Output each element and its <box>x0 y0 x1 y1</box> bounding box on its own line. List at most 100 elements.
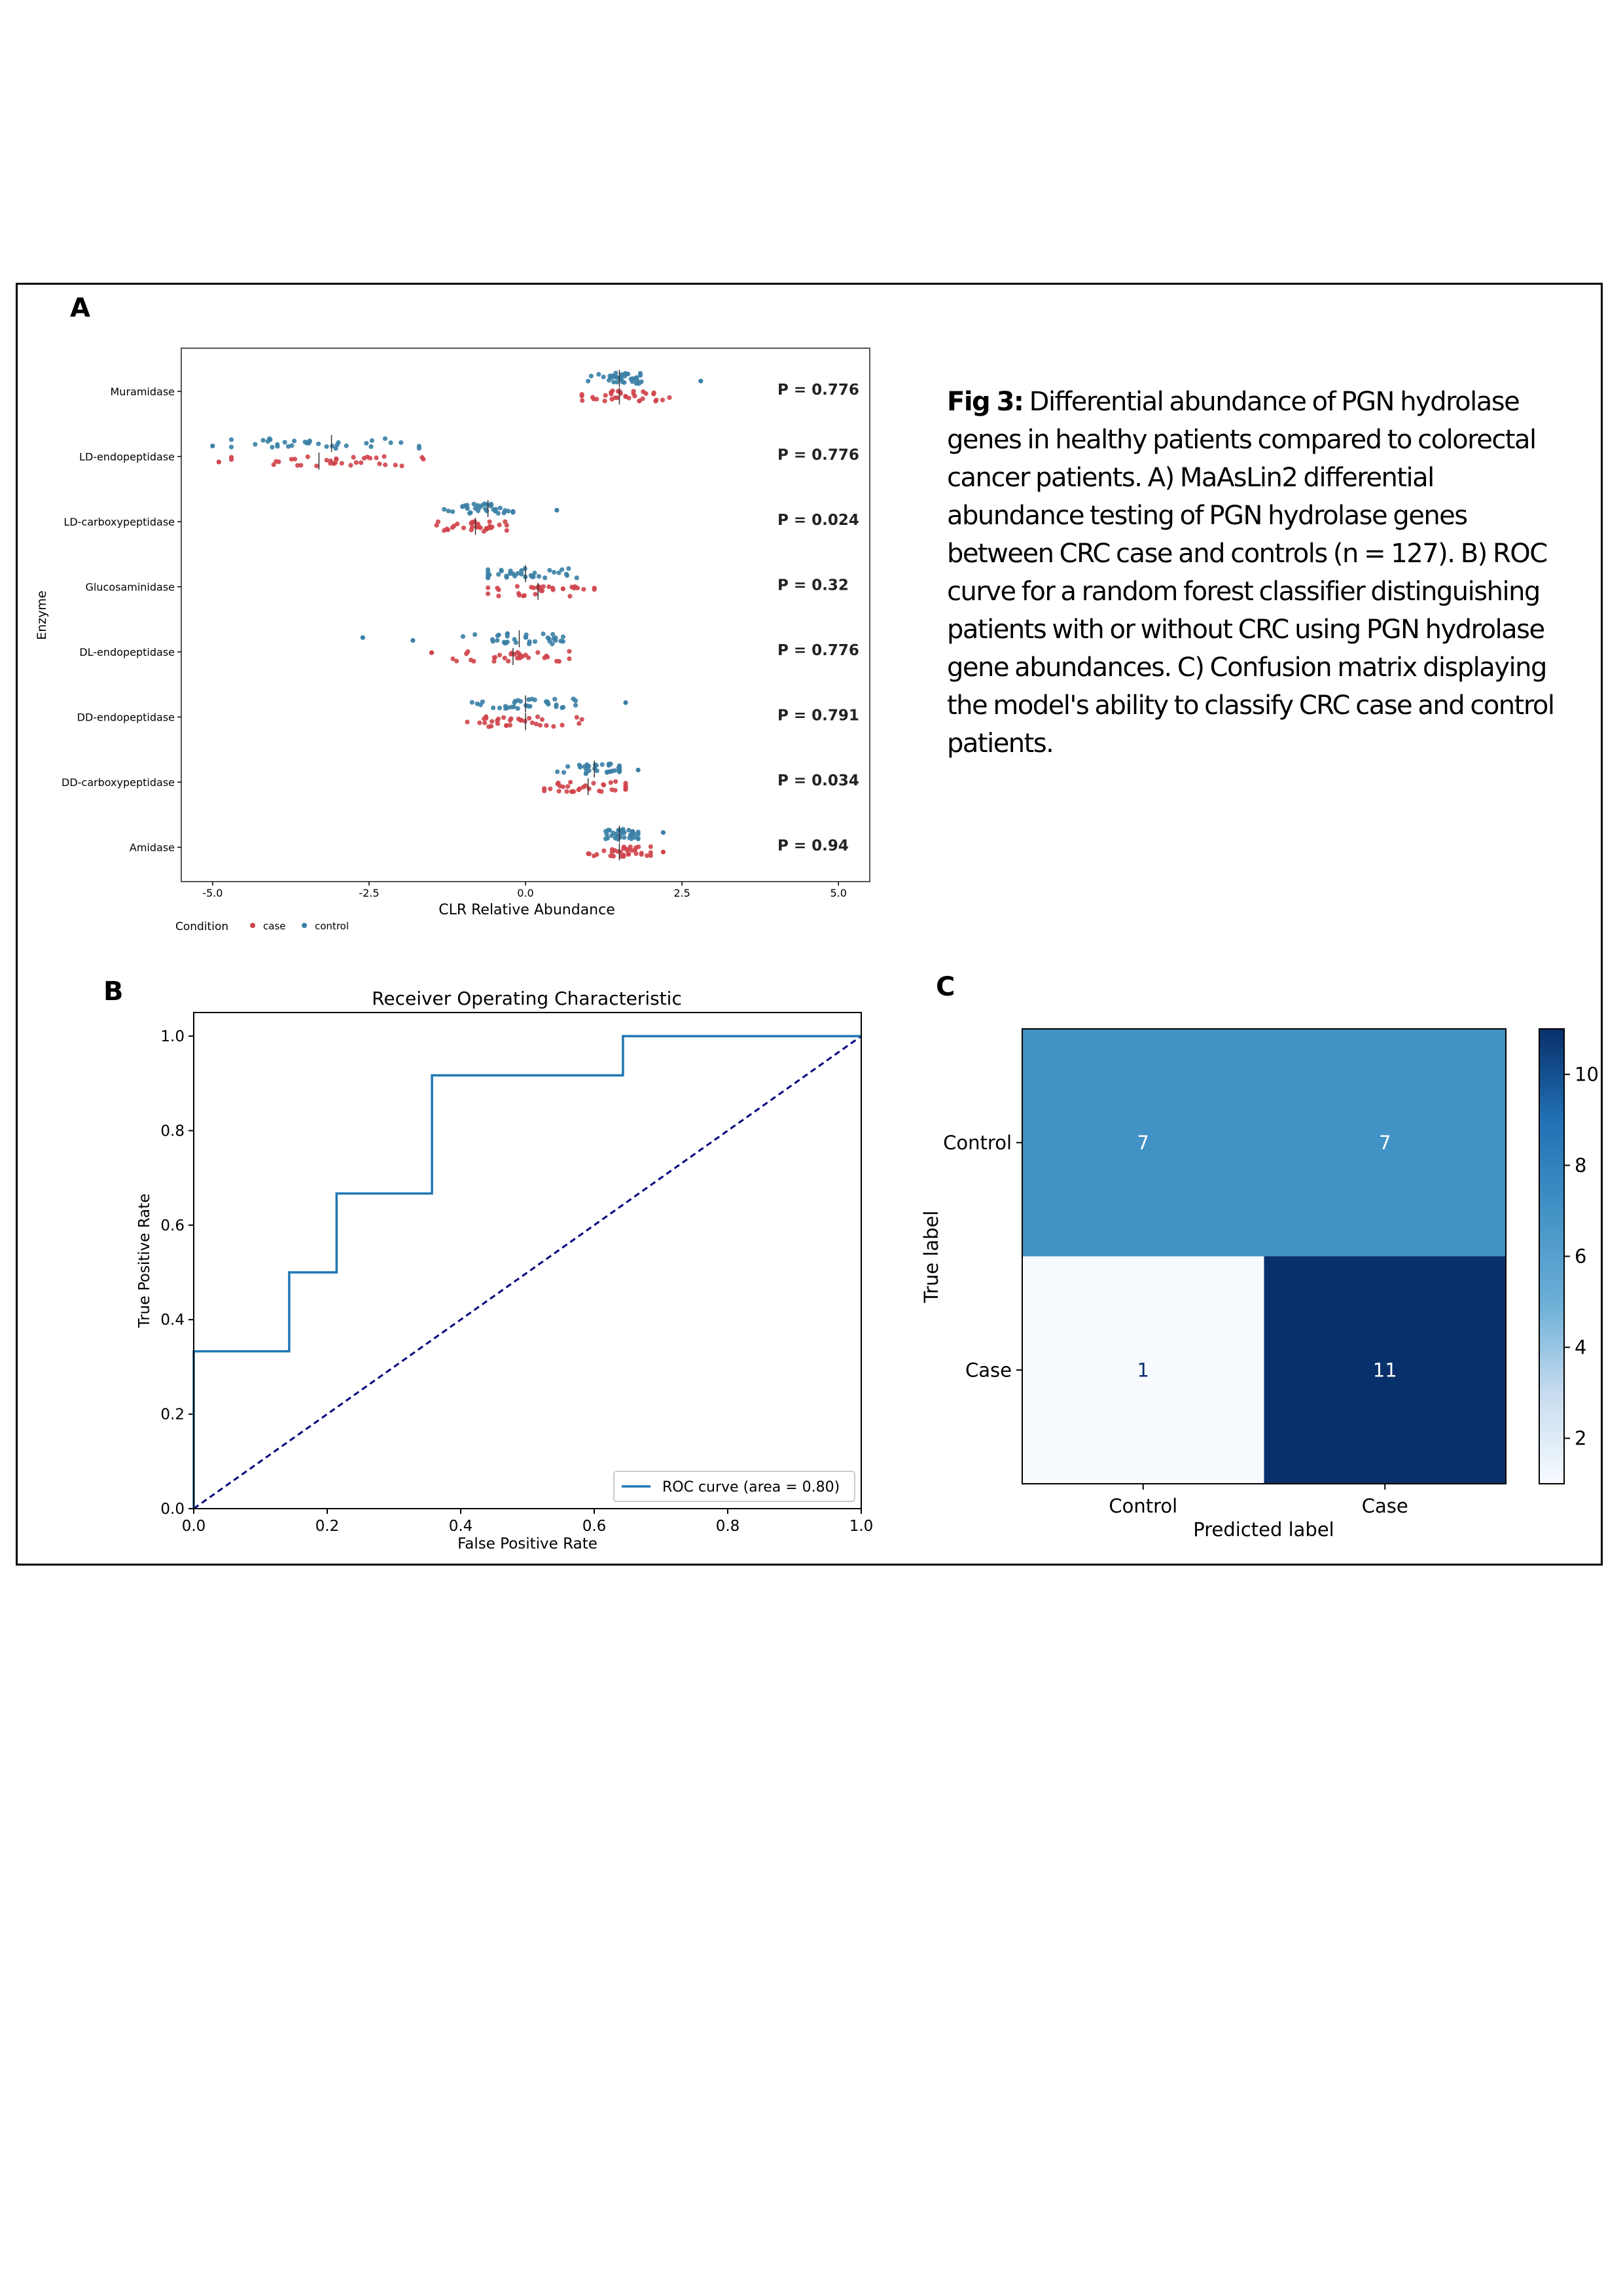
chart-a-point-dl-endopeptidase-control <box>541 631 546 637</box>
chart-a-point-glucosaminidase-control <box>522 566 527 571</box>
chart-a-point-amidase-case <box>621 852 626 857</box>
chart-a-point-dd-endopeptidase-case <box>508 716 514 721</box>
chart-c-cell-control-control <box>1022 1029 1264 1257</box>
chart-b-x-tick-label: 0.0 <box>182 1518 206 1535</box>
chart-a-point-ld-endopeptidase-control <box>270 444 275 450</box>
caption-text: Differential abundance of PGN hydrolase … <box>947 387 1555 759</box>
chart-a-point-ld-carboxypeptidase-control <box>460 504 465 509</box>
chart-a-point-dd-carboxypeptidase-control <box>562 770 567 775</box>
chart-a-point-glucosaminidase-case <box>496 594 501 599</box>
chart-a-point-ld-endopeptidase-case <box>368 456 373 461</box>
chart-b-x-tick-label: 0.8 <box>716 1518 740 1535</box>
chart-a-point-dd-carboxypeptidase-case <box>548 786 553 791</box>
chart-a-point-ld-carboxypeptidase-case <box>442 528 447 533</box>
chart-a-point-dl-endopeptidase-control <box>505 639 510 645</box>
chart-b-y-axis-label: True Positive Rate <box>136 1194 153 1329</box>
chart-a-point-dd-endopeptidase-control <box>552 696 558 702</box>
figure-frame <box>16 283 1603 1566</box>
chart-a-point-ld-endopeptidase-control <box>228 444 234 450</box>
chart-a-point-dl-endopeptidase-case <box>556 658 562 664</box>
chart-a-point-dd-endopeptidase-control <box>560 705 566 710</box>
chart-a-point-dd-endopeptidase-case <box>579 717 584 722</box>
chart-a-point-glucosaminidase-control <box>566 566 571 571</box>
chart-a-point-dd-carboxypeptidase-control <box>586 768 592 773</box>
chart-a-point-ld-endopeptidase-control <box>388 440 393 446</box>
chart-a-point-ld-endopeptidase-case <box>348 463 353 468</box>
chart-a-point-dl-endopeptidase-case <box>567 649 572 654</box>
chart-a-point-glucosaminidase-control <box>532 570 537 576</box>
chart-a-point-glucosaminidase-control <box>556 570 562 575</box>
chart-a-point-ld-carboxypeptidase-case <box>445 528 451 533</box>
chart-a-point-ld-carboxypeptidase-control <box>471 501 476 507</box>
chart-a-point-dl-endopeptidase-control-outlier <box>410 637 416 643</box>
chart-a-point-amidase-control <box>603 836 609 842</box>
chart-a-point-ld-carboxypeptidase-case <box>503 519 508 524</box>
chart-a-point-ld-carboxypeptidase-case <box>475 522 481 527</box>
chart-a-point-ld-endopeptidase-control <box>268 437 273 442</box>
chart-a-point-ld-endopeptidase-control <box>282 440 287 445</box>
chart-a-point-dd-carboxypeptidase-case <box>613 779 618 784</box>
chart-a-point-ld-endopeptidase-control <box>369 438 375 443</box>
chart-a-point-dl-endopeptidase-control <box>560 634 566 639</box>
chart-c-colorbar-tick-label: 10 <box>1575 1064 1599 1086</box>
chart-a-p-value-dd-endopeptidase: P = 0.791 <box>777 708 859 725</box>
chart-a-point-glucosaminidase-case <box>541 584 546 589</box>
chart-a-point-dl-endopeptidase-case <box>469 657 474 663</box>
chart-a-x-tick-label: 0.0 <box>517 887 533 899</box>
chart-a-point-ld-carboxypeptidase-case <box>478 525 483 530</box>
chart-a-point-amidase-case-outlier <box>660 850 666 855</box>
chart-a-y-tick-label-dd-carboxypeptidase: DD-carboxypeptidase <box>62 776 175 789</box>
chart-a-point-dl-endopeptidase-case <box>544 655 550 660</box>
chart-a-point-glucosaminidase-case <box>516 591 522 596</box>
chart-a-point-amidase-control <box>635 832 641 837</box>
chart-a-point-ld-endopeptidase-control <box>324 444 329 449</box>
chart-a-point-amidase-case <box>644 853 650 858</box>
chart-a-point-muramidase-control <box>612 374 618 380</box>
chart-a-point-dd-carboxypeptidase-case <box>599 789 604 794</box>
chart-a-point-dd-endopeptidase-case <box>529 720 535 725</box>
chart-a-point-dd-endopeptidase-case <box>574 715 579 720</box>
chart-a-point-dd-endopeptidase-case <box>484 715 489 721</box>
chart-a-point-ld-endopeptidase-control <box>307 439 312 444</box>
chart-b-plot-frame <box>193 1012 862 1509</box>
chart-a-point-ld-endopeptidase-case <box>332 460 338 465</box>
chart-a-point-ld-endopeptidase-case <box>314 463 319 469</box>
chart-a-point-ld-carboxypeptidase-case <box>504 528 509 533</box>
chart-a-point-ld-endopeptidase-case <box>421 457 426 462</box>
chart-a-point-ld-endopeptidase-control <box>286 444 291 449</box>
chart-a-point-ld-endopeptidase-case <box>359 460 364 465</box>
chart-a-p-value-muramidase: P = 0.776 <box>777 382 859 399</box>
chart-a-point-amidase-case <box>592 853 597 859</box>
caption-label: Fig 3: <box>947 387 1024 417</box>
chart-a-point-glucosaminidase-case <box>486 591 491 596</box>
chart-a-point-glucosaminidase-control <box>560 567 565 572</box>
chart-a-point-dd-endopeptidase-case <box>533 721 539 726</box>
chart-b-roc-curve <box>192 1035 861 1509</box>
chart-a-point-dd-endopeptidase-control <box>554 704 559 709</box>
chart-a-point-ld-carboxypeptidase-control <box>465 505 470 511</box>
chart-a-point-dl-endopeptidase-case <box>454 658 459 664</box>
chart-a-point-ld-endopeptidase-case <box>353 460 359 465</box>
chart-a-point-muramidase-control <box>615 380 620 385</box>
chart-a-point-muramidase-case <box>667 395 672 401</box>
chart-a-p-value-amidase: P = 0.94 <box>777 838 849 855</box>
chart-a-point-dd-carboxypeptidase-control <box>577 764 583 770</box>
chart-a-point-dd-carboxypeptidase-case <box>601 782 607 788</box>
chart-a-point-amidase-case <box>626 852 631 857</box>
chart-a-legend-title: Condition <box>175 920 228 933</box>
chart-a-point-ld-endopeptidase-case <box>298 463 304 468</box>
chart-a-point-amidase-case <box>601 848 607 853</box>
chart-a-point-glucosaminidase-case <box>569 584 575 590</box>
chart-a-point-dd-endopeptidase-case <box>489 724 494 729</box>
chart-a-point-dd-endopeptidase-control <box>491 705 496 711</box>
chart-a-point-glucosaminidase-case <box>529 584 534 590</box>
chart-a-point-dd-carboxypeptidase-case <box>576 787 581 793</box>
chart-a-strip-plot: Muramidase P = 0.776 LD-endopeptidase P = 0… <box>35 348 870 933</box>
chart-a-point-ld-endopeptidase-case <box>292 456 298 462</box>
chart-a-point-glucosaminidase-case <box>581 586 586 592</box>
chart-a-point-dd-endopeptidase-case <box>537 723 543 728</box>
chart-a-point-ld-endopeptidase-case <box>295 463 300 468</box>
chart-a-point-muramidase-control <box>601 374 606 380</box>
chart-b-y-tick-label: 0.4 <box>160 1312 185 1329</box>
chart-a-y-tick-label-amidase: Amidase <box>130 842 175 854</box>
